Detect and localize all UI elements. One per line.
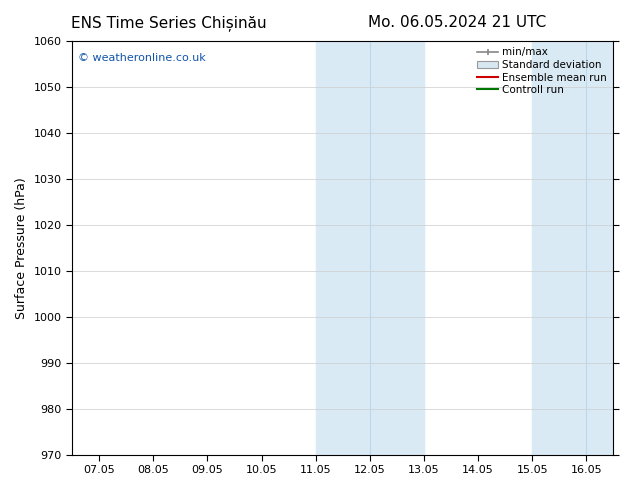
Bar (316, 41, 424, 455)
Text: Mo. 06.05.2024 21 UTC: Mo. 06.05.2024 21 UTC (368, 15, 546, 30)
Bar (532, 41, 634, 455)
Legend: min/max, Standard deviation, Ensemble mean run, Controll run: min/max, Standard deviation, Ensemble me… (474, 44, 611, 98)
Text: © weatheronline.co.uk: © weatheronline.co.uk (77, 53, 205, 64)
Text: ENS Time Series Chișinău: ENS Time Series Chișinău (70, 15, 266, 30)
Y-axis label: Surface Pressure (hPa): Surface Pressure (hPa) (15, 177, 28, 318)
